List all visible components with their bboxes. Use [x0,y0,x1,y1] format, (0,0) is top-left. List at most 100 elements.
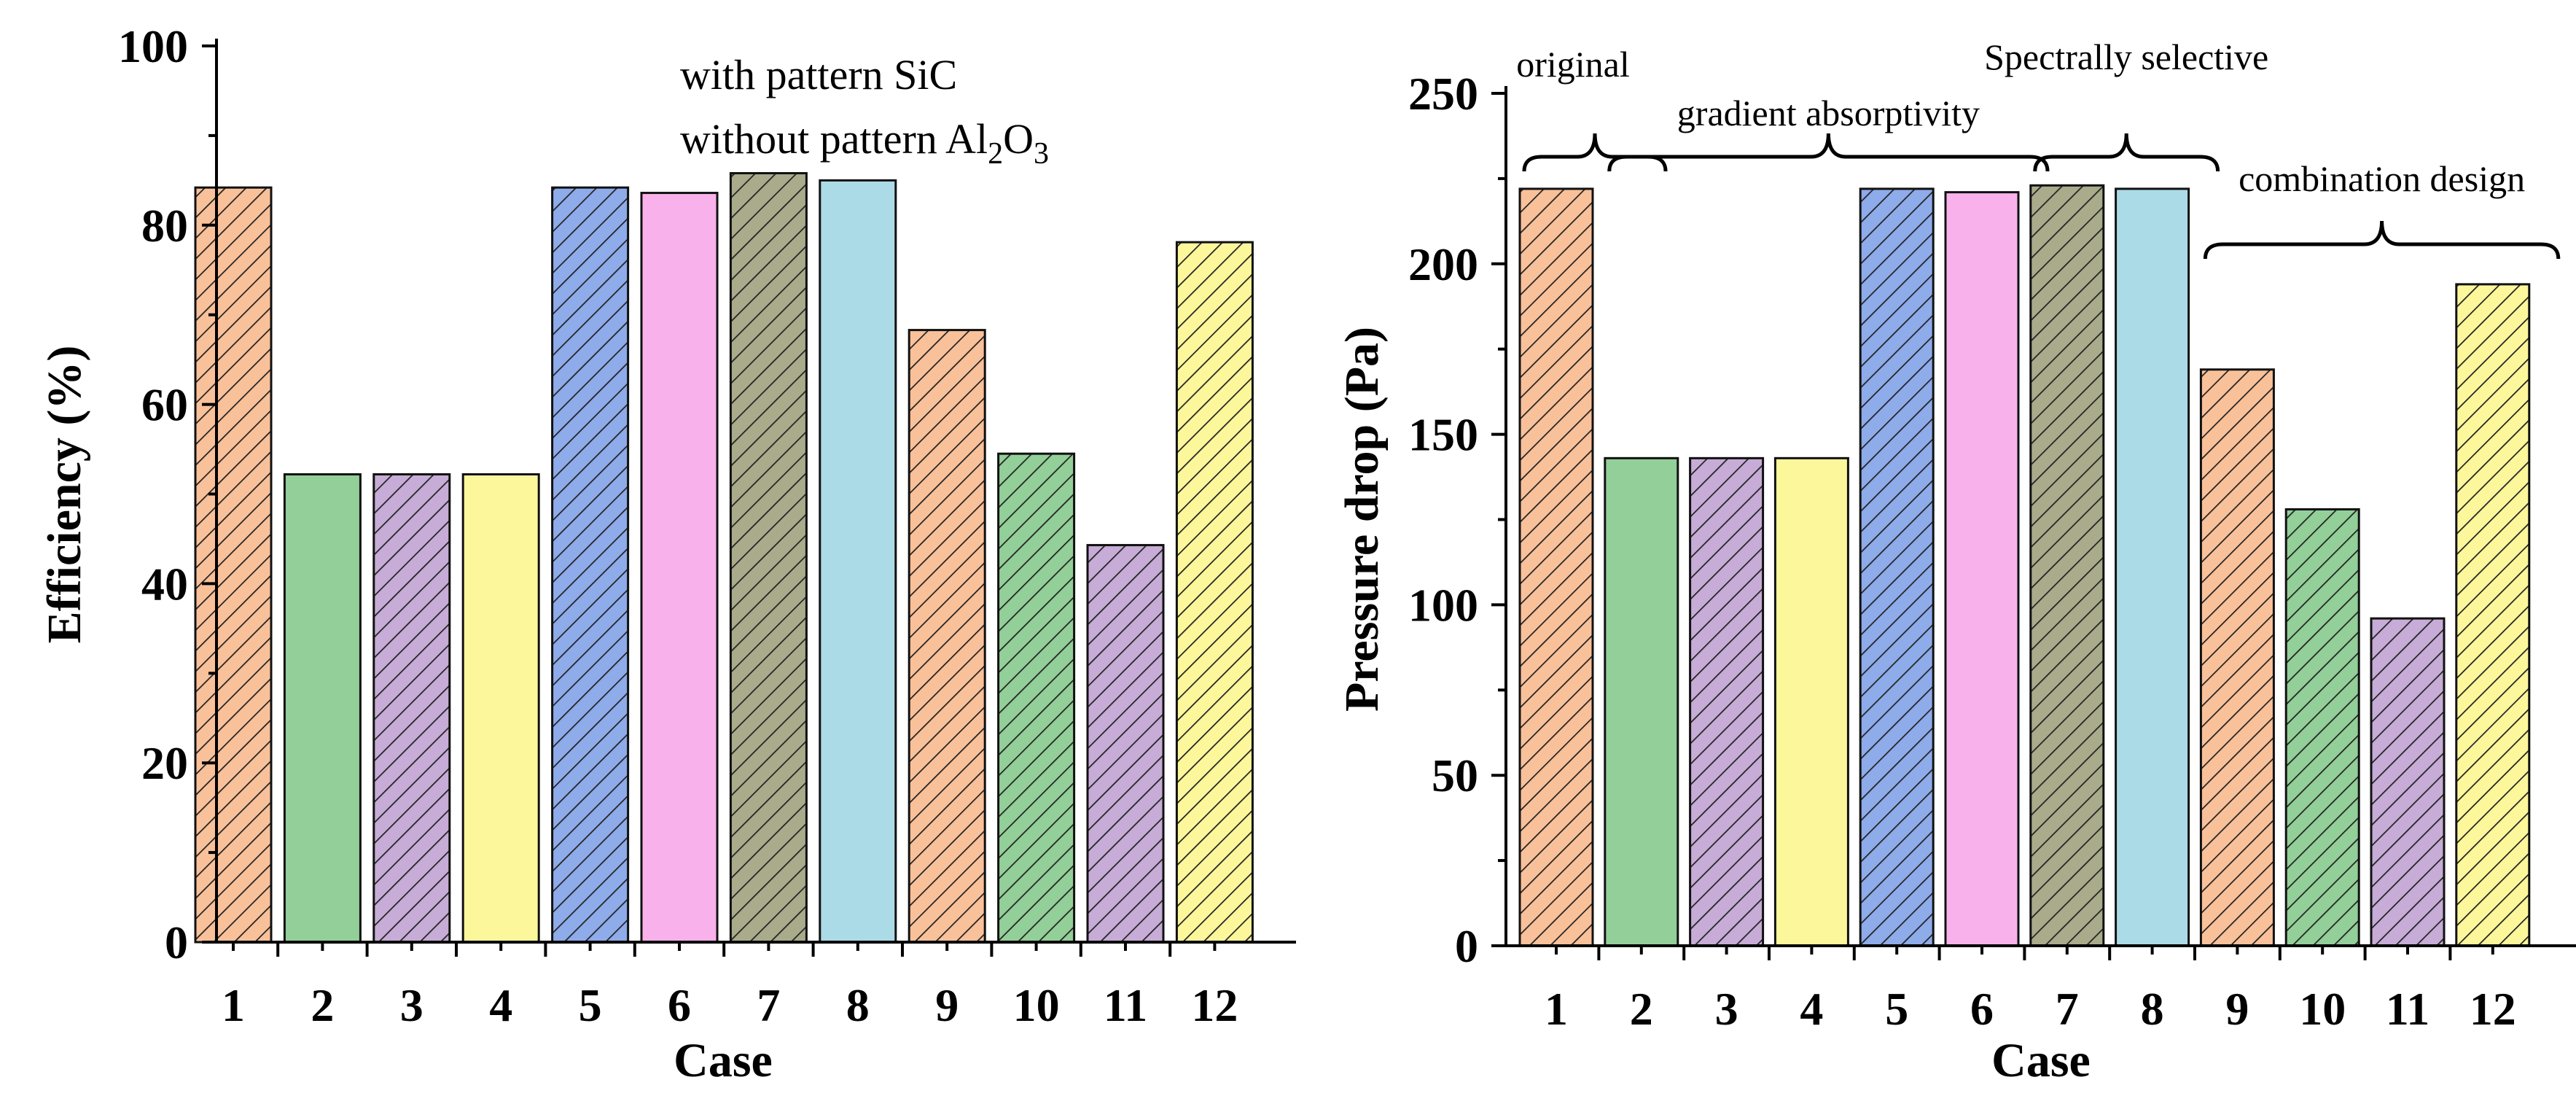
efficiency-y-tick-label: 100 [118,20,188,72]
pressure-bar-hatch [2456,284,2529,946]
annotation-label: Spectrally selective [1984,36,2268,77]
pressure-bar-fill [1604,458,1678,946]
pressure-y-tick-label: 150 [1408,409,1478,461]
efficiency-bar-fill [819,180,896,943]
pressure-bar-hatch [2286,509,2360,946]
efficiency-bar-case-8 [819,179,897,944]
legend-sub-2: 2 [988,137,1003,171]
efficiency-bar-case-9 [908,329,986,944]
pressure-y-tick-label: 50 [1432,750,1478,801]
annotation-brace [1522,133,1668,172]
efficiency-bar-hatch [1176,242,1253,942]
efficiency-chart: with pattern SiC without pattern Al2O3 1… [38,20,1296,1087]
legend-with-pattern: with pattern SiC [680,51,957,98]
efficiency-bar-hatch [909,330,985,942]
pressure-x-tick-label: 9 [2225,983,2249,1035]
pressure-x-tick-label: 1 [1545,983,1568,1035]
pressure-bar-hatch [1860,188,1934,946]
efficiency-x-tick-label: 2 [311,979,334,1031]
pressure-bar-hatch [1520,188,1593,946]
annotation-label: original [1516,44,1630,85]
efficiency-x-axis-title: Case [674,1034,773,1087]
efficiency-bar-case-7 [729,172,808,944]
efficiency-bar-case-3 [372,473,451,944]
efficiency-bar-fill [463,474,539,942]
legend-al: without pattern Al [680,115,988,163]
efficiency-bar-case-2 [283,473,362,944]
pressure-x-tick-label: 5 [1885,983,1908,1035]
pressure-x-tick-label: 4 [1800,983,1823,1035]
efficiency-bar-hatch [195,187,271,942]
efficiency-y-tick-label: 20 [141,737,188,789]
pressure-bar-case-7 [2029,184,2105,947]
efficiency-bar-hatch [552,187,628,942]
efficiency-bar-case-5 [551,186,630,944]
pressure-bar-case-3 [1689,456,1765,947]
pressure-y-tick-label: 100 [1408,579,1478,631]
pressure-x-tick-label: 12 [2470,983,2516,1035]
annotation-1: original [1516,44,1668,172]
pressure-bar-hatch [1690,458,1763,946]
annotation-brace [1607,133,2050,172]
efficiency-bar-fill [284,474,361,942]
efficiency-bar-case-10 [997,452,1076,944]
efficiency-bar-case-4 [461,473,540,944]
legend-o: O [1003,115,1034,163]
pressure-x-tick-label: 6 [1970,983,1994,1035]
efficiency-legend: with pattern SiC without pattern Al2O3 [680,51,1049,171]
annotation-2: gradient absorptivity [1607,93,2050,172]
pressure-bar-case-12 [2455,283,2531,947]
pressure-x-axis-title: Case [1991,1034,2091,1087]
pressure-bar-hatch [2030,185,2104,946]
annotation-brace [2203,220,2561,260]
efficiency-x-tick-label: 7 [757,979,780,1031]
annotation-3: Spectrally selective [1984,36,2268,172]
efficiency-bar-case-6 [640,192,719,944]
pressure-y-tick-label: 250 [1408,68,1478,120]
efficiency-bar-case-11 [1086,544,1165,944]
efficiency-y-tick-label: 80 [141,200,188,252]
pressure-bar-case-1 [1518,187,1594,947]
pressure-x-tick-label: 10 [2299,983,2346,1035]
pressure-bar-case-9 [2199,368,2275,947]
efficiency-bar-hatch [998,454,1074,942]
pressure-y-tick-label: 0 [1455,920,1478,972]
pressure-bar-hatch [2371,618,2444,946]
pressure-bar-case-10 [2284,508,2360,947]
efficiency-x-tick-label: 6 [668,979,691,1031]
efficiency-bar-hatch [1088,545,1163,942]
efficiency-x-tick-label: 8 [846,979,870,1031]
efficiency-bar-case-12 [1175,241,1254,944]
efficiency-y-tick-label: 60 [141,379,188,431]
pressure-bar-case-4 [1773,456,1849,947]
pressure-bar-case-2 [1604,456,1679,947]
efficiency-bar-hatch [373,474,450,942]
pressure-x-tick-label: 3 [1715,983,1738,1035]
efficiency-x-tick-label: 12 [1191,979,1238,1031]
pressure-bar-case-11 [2370,617,2446,947]
efficiency-bar-hatch [730,173,807,942]
pressure-y-tick-label: 200 [1408,238,1478,290]
legend-without-pattern: without pattern Al2O3 [680,115,1049,171]
pressure-x-tick-label: 2 [1630,983,1653,1035]
pressure-bar-case-6 [1944,191,2020,947]
efficiency-x-tick-label: 9 [935,979,959,1031]
pressure-bar-case-8 [2115,187,2190,947]
efficiency-x-tick-label: 10 [1013,979,1060,1031]
annotation-brace [2033,133,2220,172]
efficiency-x-tick-label: 5 [579,979,602,1031]
pressure-x-tick-label: 8 [2141,983,2164,1035]
annotation-label: combination design [2239,158,2525,199]
efficiency-y-tick-label: 0 [165,917,188,968]
pressure-bar-case-5 [1859,187,1935,947]
efficiency-y-tick-label: 40 [141,558,188,610]
pressure-bar-fill [2115,188,2189,946]
efficiency-x-tick-label: 4 [489,979,512,1031]
efficiency-bar-fill [641,193,717,942]
legend-sub-3: 3 [1034,137,1049,171]
efficiency-x-tick-label: 1 [222,979,245,1031]
efficiency-x-tick-label: 3 [400,979,424,1031]
pressure-drop-chart: 1 2 3 4 5 6 7 8 9 10 11 12050100150200250CasePressu… [1335,36,2576,1087]
